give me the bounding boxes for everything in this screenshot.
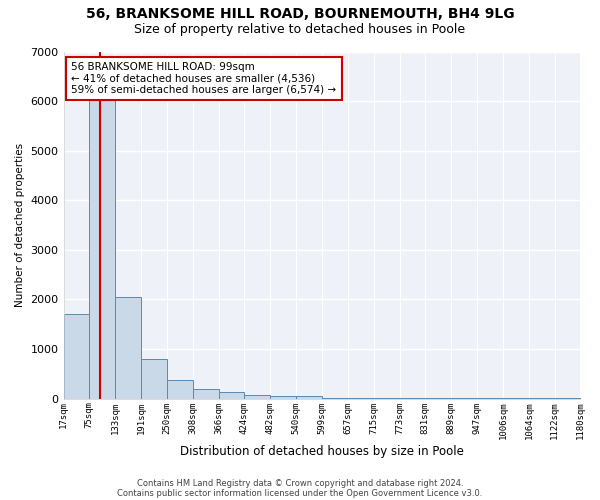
X-axis label: Distribution of detached houses by size in Poole: Distribution of detached houses by size … [180, 444, 464, 458]
Bar [115, 297, 141, 398]
Text: Contains HM Land Registry data © Crown copyright and database right 2024.: Contains HM Land Registry data © Crown c… [137, 478, 463, 488]
Bar [244, 394, 270, 398]
Text: 56 BRANKSOME HILL ROAD: 99sqm
← 41% of detached houses are smaller (4,536)
59% o: 56 BRANKSOME HILL ROAD: 99sqm ← 41% of d… [71, 62, 337, 95]
Text: Size of property relative to detached houses in Poole: Size of property relative to detached ho… [134, 22, 466, 36]
Bar [167, 380, 193, 398]
Bar [193, 388, 218, 398]
Y-axis label: Number of detached properties: Number of detached properties [15, 143, 25, 307]
Text: 56, BRANKSOME HILL ROAD, BOURNEMOUTH, BH4 9LG: 56, BRANKSOME HILL ROAD, BOURNEMOUTH, BH… [86, 8, 514, 22]
Text: Contains public sector information licensed under the Open Government Licence v3: Contains public sector information licen… [118, 488, 482, 498]
Bar [89, 98, 115, 399]
Bar [270, 396, 296, 398]
Bar [296, 396, 322, 398]
Bar [141, 359, 167, 399]
Bar [218, 392, 244, 398]
Bar [64, 314, 89, 398]
